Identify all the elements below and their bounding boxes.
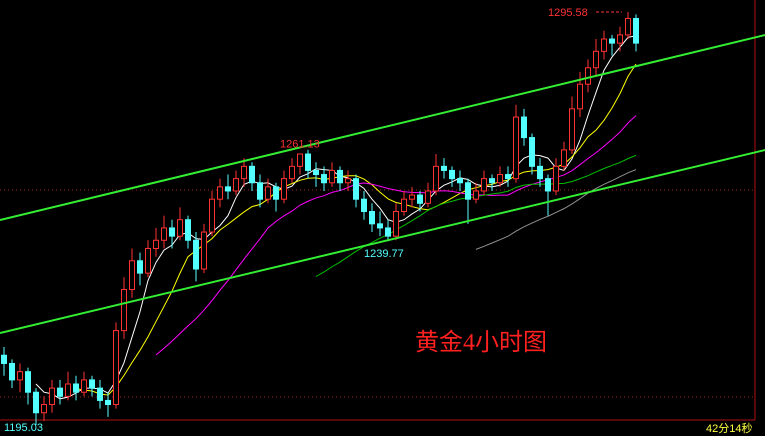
candle-body	[353, 178, 359, 200]
candle-body	[105, 399, 111, 406]
candle-body	[337, 169, 343, 184]
candle-body	[153, 239, 159, 249]
candle-body	[217, 186, 223, 200]
candle-body	[433, 165, 439, 192]
candle-body	[385, 227, 391, 237]
candle-body	[633, 17, 639, 44]
chart-title: 黄金4小时图	[415, 329, 547, 356]
low-label: 1239.77	[364, 248, 404, 260]
candle-body	[97, 387, 103, 401]
candle-body	[537, 165, 543, 180]
high-label: 1261.13	[280, 138, 320, 150]
candle-body	[377, 223, 383, 229]
high-label: 1295.58	[548, 7, 588, 19]
candle-body	[609, 38, 615, 44]
candle-body	[65, 383, 71, 397]
channel-upper	[0, 34, 765, 221]
candle-body	[209, 198, 215, 233]
candle-body	[193, 239, 199, 270]
candle-body	[513, 116, 519, 180]
candle-body	[265, 186, 271, 200]
candle-body	[49, 387, 55, 406]
candle-body	[585, 67, 591, 85]
candle-body	[473, 190, 479, 200]
candle-body	[561, 149, 567, 167]
candle-body	[569, 108, 575, 151]
candle-body	[113, 330, 119, 406]
candle-body	[281, 178, 287, 200]
candle-body	[401, 198, 407, 213]
candle-body	[345, 178, 351, 184]
candle-body	[321, 174, 327, 184]
candle-body	[41, 404, 47, 414]
candle-body	[497, 174, 503, 184]
candle-body	[305, 153, 311, 171]
candle-body	[489, 178, 495, 184]
candle-body	[417, 194, 423, 204]
candle-body	[9, 362, 15, 381]
candle-body	[57, 387, 63, 397]
moving-average	[475, 169, 637, 250]
candle-body	[449, 169, 455, 180]
candle-body	[225, 186, 231, 192]
candle-body	[409, 194, 415, 200]
candle-body	[625, 17, 631, 36]
candle-body	[577, 83, 583, 110]
candle-body	[393, 211, 399, 237]
candles	[1, 11, 639, 425]
candle-body	[129, 260, 135, 291]
candle-body	[297, 153, 303, 167]
moving-average	[35, 35, 637, 400]
candle-body	[249, 165, 255, 184]
candle-body	[89, 379, 95, 389]
candle-body	[601, 38, 607, 52]
candle-body	[313, 169, 319, 176]
candle-body	[145, 247, 151, 274]
candle-body	[481, 178, 487, 192]
candle-body	[25, 371, 31, 393]
candle-body	[81, 379, 87, 393]
candle-body	[457, 178, 463, 184]
candle-body	[553, 165, 559, 192]
candle-body	[465, 182, 471, 200]
candle-body	[73, 383, 79, 393]
countdown: 42分14秒	[706, 421, 752, 435]
candle-body	[233, 178, 239, 192]
candle-body	[425, 190, 431, 204]
candle-body	[161, 227, 167, 241]
low-label: 1195.03	[4, 422, 43, 434]
candle-body	[137, 260, 143, 274]
candle-body	[177, 219, 183, 237]
candle-body	[505, 174, 511, 180]
candle-body	[529, 137, 535, 167]
candle-body	[169, 227, 175, 237]
channel-lower	[0, 149, 765, 334]
candle-body	[545, 178, 551, 192]
candle-body	[241, 165, 247, 180]
candle-body	[273, 186, 279, 200]
candle-body	[329, 169, 335, 184]
candle-body	[441, 165, 447, 171]
candle-body	[361, 198, 367, 213]
candle-body	[201, 231, 207, 270]
candle-body	[17, 371, 23, 381]
candle-body	[617, 34, 623, 44]
candle-body	[521, 116, 527, 139]
candle-body	[593, 50, 599, 69]
candle-body	[185, 219, 191, 241]
candle-body	[369, 211, 375, 225]
candle-body	[257, 182, 263, 200]
candle-body	[1, 354, 7, 364]
candle-body	[289, 165, 295, 180]
candle-body	[121, 289, 127, 332]
candle-body	[33, 391, 39, 414]
